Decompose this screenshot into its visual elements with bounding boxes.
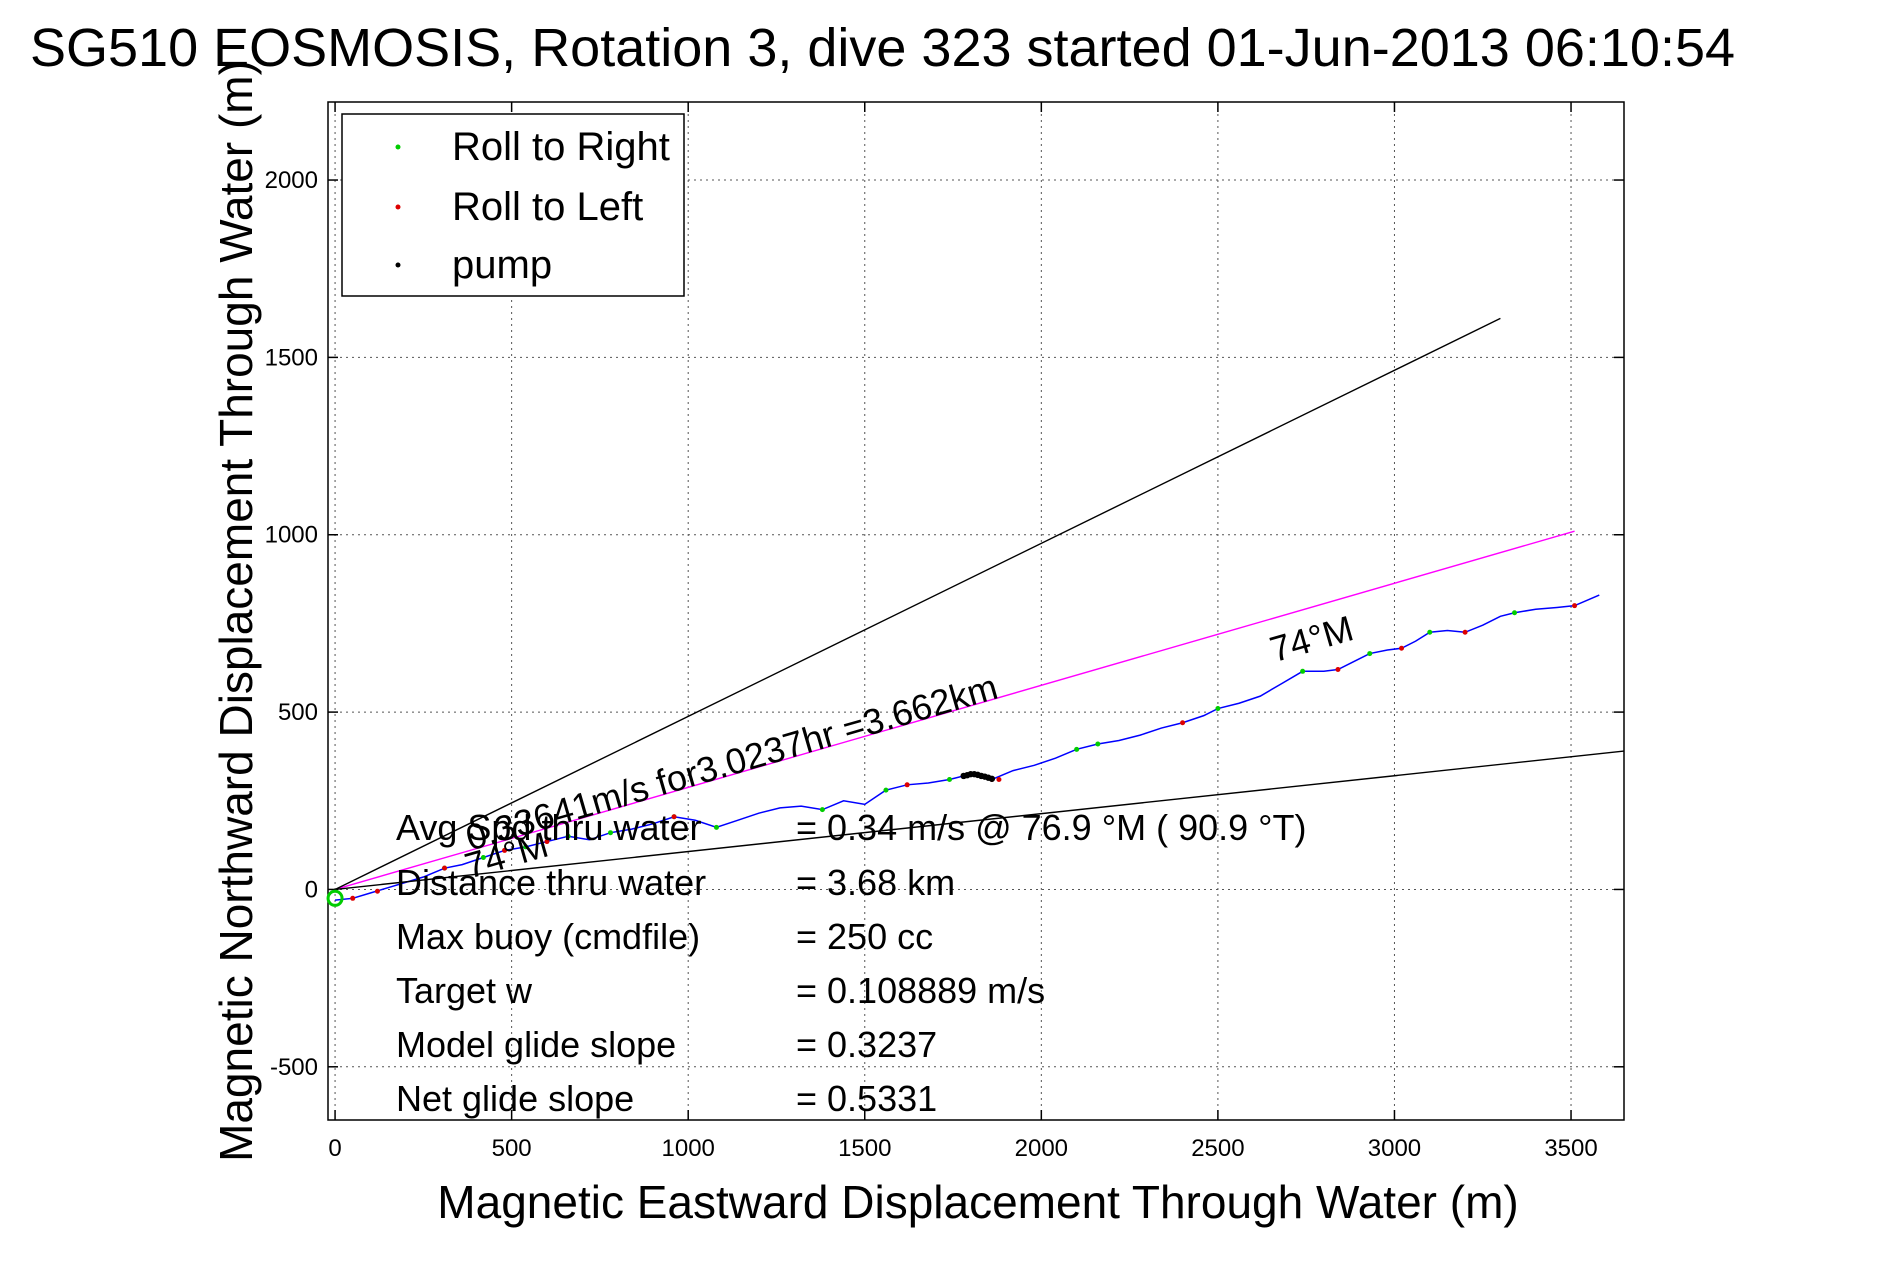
y-tick-label: 2000 [265, 167, 318, 194]
x-axis-ticks: 0 500 1000 1500 2000 2500 3000 3500 [328, 102, 1598, 1162]
x-tick-label: 500 [492, 1135, 532, 1162]
stat-value: = 0.108889 m/s [796, 970, 1045, 1011]
y-tick-label: 1500 [265, 344, 318, 371]
x-tick-label: 2000 [1015, 1135, 1068, 1162]
roll-right-point [1215, 706, 1221, 712]
x-axis-label: Magnetic Eastward Displacement Through W… [437, 1176, 1518, 1228]
x-tick-label: 2500 [1191, 1135, 1244, 1162]
roll-right-point [1512, 610, 1518, 616]
roll-right-point [819, 807, 825, 813]
roll-right-point [480, 855, 486, 861]
y-tick-label: -500 [270, 1054, 318, 1081]
stat-label: Avg Spd thru water [396, 807, 702, 848]
x-tick-label: 3000 [1368, 1135, 1421, 1162]
stat-value: = 0.5331 [796, 1078, 937, 1119]
roll-right-point [1427, 629, 1433, 635]
roll-right-point [1300, 668, 1306, 674]
roll-left-point [904, 782, 910, 788]
roll-left-point [1180, 720, 1186, 726]
roll-right-point [565, 833, 571, 839]
series-line-2 [334, 317, 1501, 891]
start-marker [326, 889, 344, 907]
roll-right-point [883, 787, 889, 793]
chart-title: SG510 EOSMOSIS, Rotation 3, dive 323 sta… [30, 18, 1735, 78]
roll-right-point [947, 776, 953, 782]
roll-left-point [374, 888, 380, 894]
roll-left-point [350, 895, 356, 901]
stat-label: Model glide slope [396, 1024, 676, 1065]
y-axis-ticks: -500 0 500 1000 1500 2000 [265, 167, 1624, 1081]
x-tick-label: 0 [328, 1135, 341, 1162]
legend-marker [395, 144, 401, 150]
pump-point [988, 775, 996, 782]
roll-left-point [1462, 629, 1468, 635]
legend-marker [395, 204, 401, 210]
stat-label: Target w [396, 970, 533, 1011]
y-axis-label: Magnetic Northward Displacement Through … [210, 60, 262, 1162]
roll-left-point [442, 865, 448, 871]
roll-right-point [1074, 746, 1080, 752]
marker-group [350, 603, 1578, 901]
roll-left-point [1335, 667, 1341, 673]
roll-left-point [502, 847, 508, 853]
stat-value: = 0.34 m/s @ 76.9 °M ( 90.9 °T) [796, 807, 1307, 848]
roll-left-point [544, 839, 550, 845]
x-tick-label: 1500 [838, 1135, 891, 1162]
legend-label: Roll to Left [452, 185, 643, 229]
stat-value: = 0.3237 [796, 1024, 937, 1065]
roll-left-point [671, 814, 677, 820]
legend-label: Roll to Right [452, 125, 670, 169]
stat-label: Net glide slope [396, 1078, 634, 1119]
roll-right-point [523, 844, 529, 850]
roll-left-point [1572, 603, 1578, 609]
stat-label: Distance thru water [396, 862, 706, 903]
stat-label: Max buoy (cmdfile) [396, 916, 700, 957]
roll-left-point [1399, 645, 1405, 651]
roll-right-point [1095, 741, 1101, 747]
y-tick-label: 500 [278, 699, 318, 726]
legend-marker [395, 262, 401, 268]
roll-right-point [608, 830, 614, 836]
roll-left-point [996, 776, 1002, 782]
series-line-1 [334, 530, 1575, 891]
stat-value: = 3.68 km [796, 862, 955, 903]
roll-right-point [713, 824, 719, 830]
stats-block: Avg Spd thru water = 0.34 m/s @ 76.9 °M (… [396, 807, 1307, 1119]
legend: Roll to Right Roll to Left pump [341, 113, 685, 297]
legend-label: pump [452, 243, 552, 287]
series-line-3 [334, 750, 1624, 891]
x-tick-label: 3500 [1544, 1135, 1597, 1162]
grid-lines [328, 102, 1624, 1120]
roll-right-point [1367, 651, 1373, 657]
y-tick-label: 1000 [265, 522, 318, 549]
y-tick-label: 0 [305, 876, 318, 903]
stat-value: = 250 cc [796, 916, 933, 957]
plot-frame [327, 101, 1625, 1121]
x-tick-label: 1000 [662, 1135, 715, 1162]
